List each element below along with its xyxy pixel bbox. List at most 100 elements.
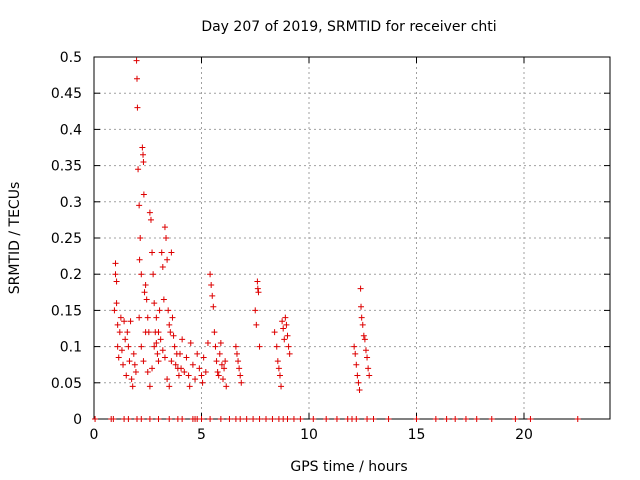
- data-point: [153, 314, 160, 321]
- data-point: [432, 416, 439, 422]
- data-point: [168, 249, 175, 256]
- data-point: [238, 379, 245, 386]
- data-point: [111, 307, 118, 314]
- data-point: [273, 343, 280, 350]
- data-point: [168, 358, 175, 365]
- x-tick-label: 20: [515, 427, 533, 443]
- data-point: [159, 347, 166, 354]
- data-point: [276, 372, 283, 379]
- data-point: [284, 416, 291, 422]
- data-point: [126, 358, 133, 365]
- data-point: [146, 209, 153, 216]
- data-point: [359, 321, 366, 328]
- data-point: [198, 416, 205, 422]
- data-point: [243, 416, 250, 422]
- data-point: [179, 416, 186, 422]
- data-point: [178, 365, 185, 372]
- data-point: [154, 350, 161, 357]
- y-tick-label: 0.15: [51, 303, 82, 319]
- data-point: [155, 329, 162, 336]
- data-point: [140, 151, 147, 158]
- y-tick-label: 0.05: [51, 376, 82, 392]
- x-tick-label: 5: [197, 427, 206, 443]
- data-point: [250, 416, 257, 422]
- data-point: [256, 416, 263, 422]
- data-point: [127, 318, 134, 325]
- data-point: [271, 329, 278, 336]
- data-point: [132, 368, 139, 375]
- data-point: [235, 358, 242, 365]
- data-point: [284, 332, 291, 339]
- data-point: [279, 318, 286, 325]
- grid-lines: [94, 57, 610, 419]
- data-point: [353, 416, 360, 422]
- data-point: [385, 416, 392, 422]
- y-tick-label: 0.35: [51, 159, 82, 175]
- data-point: [146, 416, 153, 422]
- data-point: [281, 336, 288, 343]
- data-point: [254, 278, 261, 285]
- data-point: [280, 325, 287, 332]
- x-axis-label: GPS time / hours: [290, 459, 407, 475]
- data-point: [512, 416, 519, 422]
- data-point: [141, 289, 148, 296]
- data-point: [413, 416, 420, 422]
- data-point: [488, 416, 495, 422]
- data-point: [166, 321, 173, 328]
- chart-title: Day 207 of 2019, SRMTID for receiver cht…: [201, 19, 496, 35]
- data-point: [237, 372, 244, 379]
- data-point: [192, 376, 199, 383]
- data-point: [181, 368, 188, 375]
- data-point: [140, 358, 147, 365]
- data-point: [354, 372, 361, 379]
- data-point: [355, 379, 362, 386]
- data-point: [151, 343, 158, 350]
- data-point: [333, 416, 340, 422]
- data-point: [232, 343, 239, 350]
- data-point: [204, 339, 211, 346]
- data-point: [142, 329, 149, 336]
- data-point: [161, 224, 168, 231]
- data-point: [114, 321, 121, 328]
- data-point: [274, 358, 281, 365]
- data-point: [278, 383, 285, 390]
- data-point: [112, 260, 119, 267]
- data-point: [297, 416, 304, 422]
- data-point: [211, 329, 218, 336]
- data-point: [364, 354, 371, 361]
- tick-labels: 0 5 10 15 20 0 0.05 0.1 0.15 0.2 0.25 0.3 0.35 0.4 0.4…: [51, 50, 533, 443]
- data-point: [213, 358, 220, 365]
- x-tick-label: 10: [300, 427, 318, 443]
- data-point: [185, 372, 192, 379]
- data-point: [122, 336, 129, 343]
- data-point: [199, 379, 206, 386]
- data-point: [136, 256, 143, 263]
- data-point: [130, 350, 137, 357]
- data-point: [112, 271, 119, 278]
- data-point: [164, 376, 171, 383]
- data-points: [92, 57, 581, 422]
- data-point: [209, 292, 216, 299]
- plot-frame: [93, 56, 611, 420]
- data-point: [473, 416, 480, 422]
- data-point: [155, 416, 162, 422]
- data-point: [253, 321, 260, 328]
- data-point: [189, 361, 196, 368]
- data-point: [223, 383, 230, 390]
- data-point: [356, 387, 363, 394]
- data-point: [222, 358, 229, 365]
- data-point: [254, 285, 261, 292]
- data-point: [149, 249, 156, 256]
- data-point: [143, 296, 150, 303]
- data-point: [236, 365, 243, 372]
- data-point: [177, 350, 183, 357]
- data-point: [113, 300, 120, 307]
- data-point: [171, 343, 178, 350]
- data-point: [156, 307, 163, 314]
- data-point: [133, 57, 140, 64]
- data-point: [140, 158, 147, 165]
- data-point: [216, 350, 223, 357]
- data-point: [217, 339, 224, 346]
- data-point: [136, 314, 143, 321]
- data-point: [134, 75, 140, 82]
